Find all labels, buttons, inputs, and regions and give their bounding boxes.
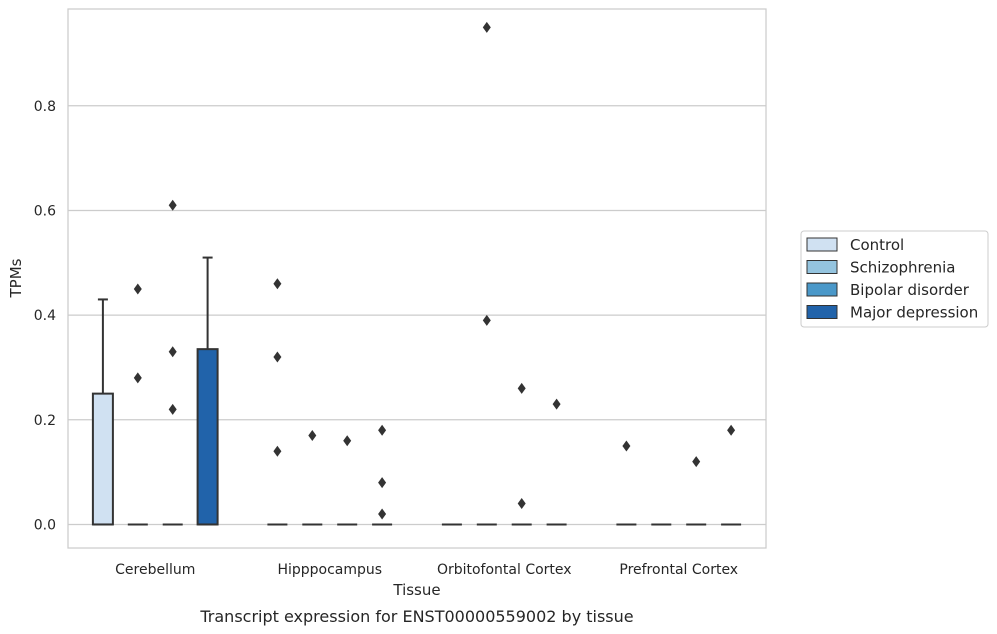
legend-label: Control — [850, 236, 904, 254]
outlier-point — [552, 398, 561, 410]
legend-swatch — [806, 282, 838, 297]
outlier-point — [482, 21, 491, 33]
y-tick-label: 0.8 — [34, 99, 56, 115]
outlier-point — [727, 424, 736, 436]
x-tick-label: Cerebellum — [115, 562, 195, 578]
outlier-point — [343, 435, 352, 447]
legend-label: Schizophrenia — [850, 259, 955, 277]
outlier-point — [692, 456, 701, 468]
legend-swatch — [806, 260, 838, 274]
outlier-point — [168, 346, 177, 358]
y-tick-label: 0.0 — [34, 517, 56, 533]
series-schizophrenia — [127, 21, 672, 526]
y-axis-title: TPMs — [7, 258, 25, 298]
x-tick-label: Prefrontal Cortex — [619, 562, 738, 578]
box-plot-marks — [91, 21, 742, 526]
legend-label: Major depression — [850, 304, 978, 322]
outlier-point — [378, 424, 387, 436]
outlier-point — [273, 278, 282, 290]
gridlines — [68, 105, 766, 526]
outlier-point — [273, 351, 282, 363]
outlier-point — [168, 403, 177, 415]
y-axis-ticks: 0.0 0.2 0.4 0.6 0.8 — [34, 99, 56, 534]
outlier-point — [133, 372, 142, 384]
outlier-point — [517, 382, 526, 394]
legend: Control Schizophrenia Bipolar disorder Majo… — [800, 230, 989, 328]
x-tick-label: Hipppocampus — [277, 562, 382, 578]
legend-label: Bipolar disorder — [850, 281, 970, 299]
y-tick-label: 0.6 — [34, 203, 56, 219]
chart-caption: Transcript expression for ENST0000055900… — [199, 607, 633, 626]
legend-frame — [800, 230, 989, 328]
outlier-point — [168, 199, 177, 211]
x-axis-ticks: Cerebellum Hipppocampus Orbitofontal Corte… — [115, 562, 738, 578]
series-major-depression — [196, 256, 742, 526]
series-bipolar-disorder — [162, 199, 707, 526]
x-tick-label: Orbitofontal Cortex — [437, 562, 572, 578]
outlier-point — [482, 314, 491, 326]
legend-swatch — [806, 237, 838, 252]
outlier-point — [517, 498, 526, 510]
outlier-point — [622, 440, 631, 452]
y-tick-label: 0.2 — [34, 413, 56, 429]
outlier-point — [378, 508, 387, 520]
outlier-point — [378, 477, 387, 489]
legend-swatch — [806, 305, 838, 319]
outlier-point — [133, 283, 142, 295]
box — [196, 348, 219, 526]
y-tick-label: 0.4 — [34, 308, 56, 324]
x-axis-title: Tissue — [392, 581, 440, 599]
series-control — [91, 278, 637, 526]
outlier-point — [273, 445, 282, 457]
plot-area-frame — [67, 8, 767, 549]
box — [91, 392, 114, 526]
outlier-point — [308, 429, 317, 441]
